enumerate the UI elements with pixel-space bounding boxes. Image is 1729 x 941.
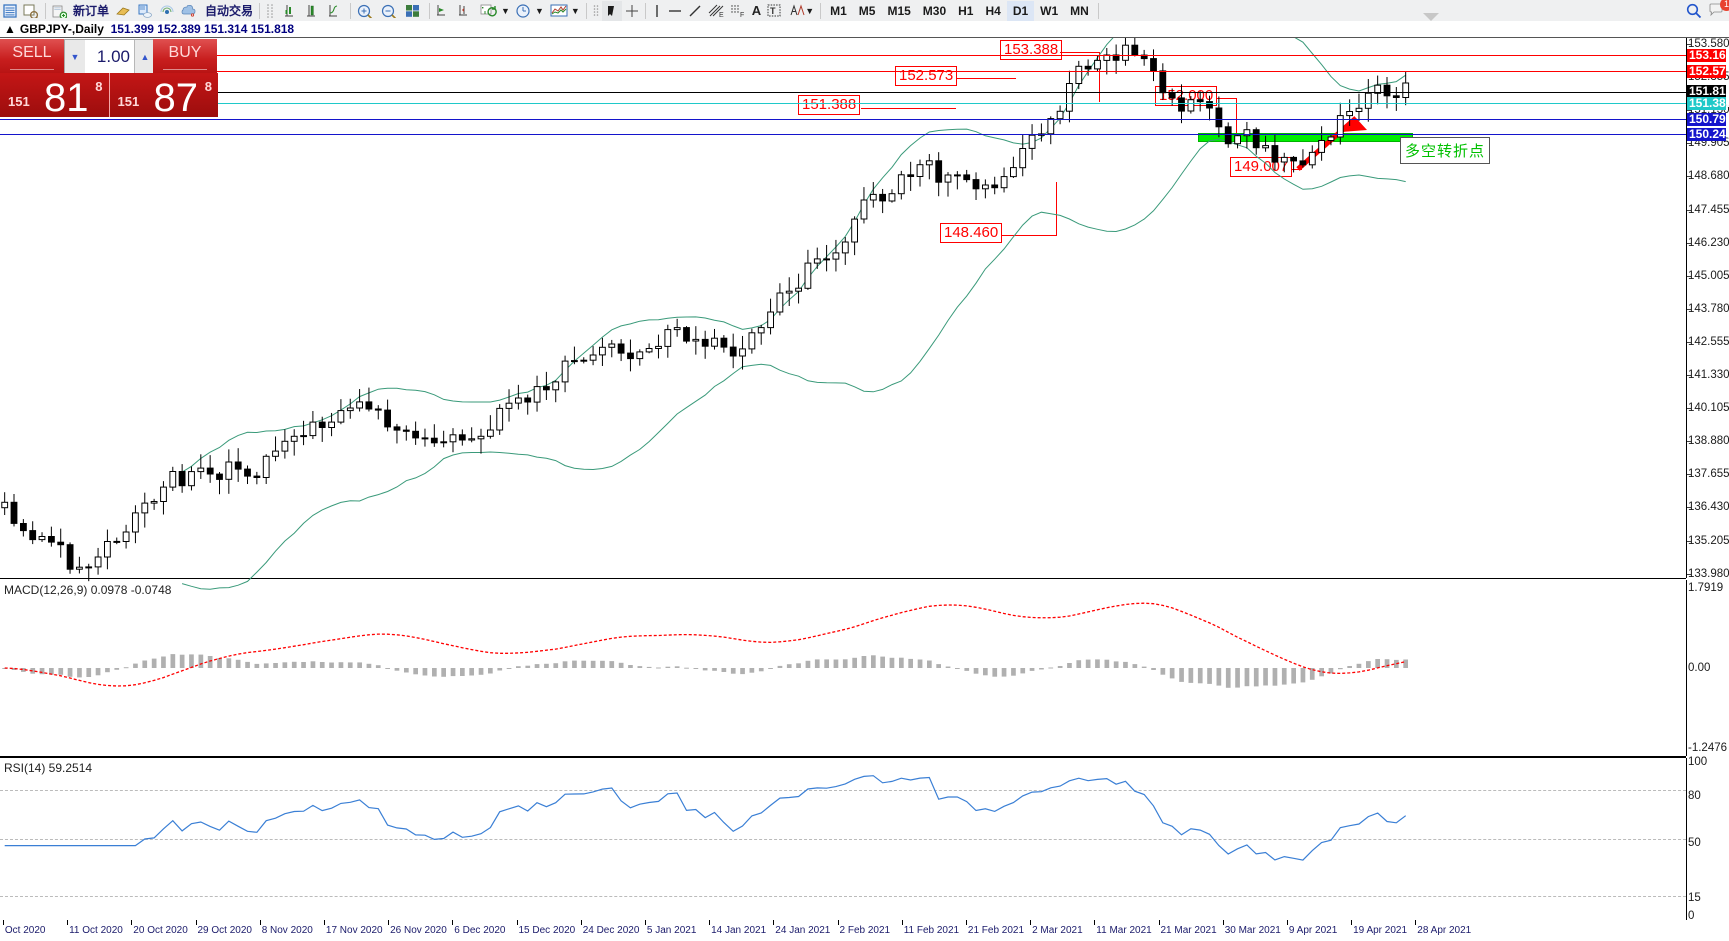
svg-text:E: E [719,12,724,18]
svg-text:T: T [770,6,776,16]
svg-text:F: F [740,12,744,18]
